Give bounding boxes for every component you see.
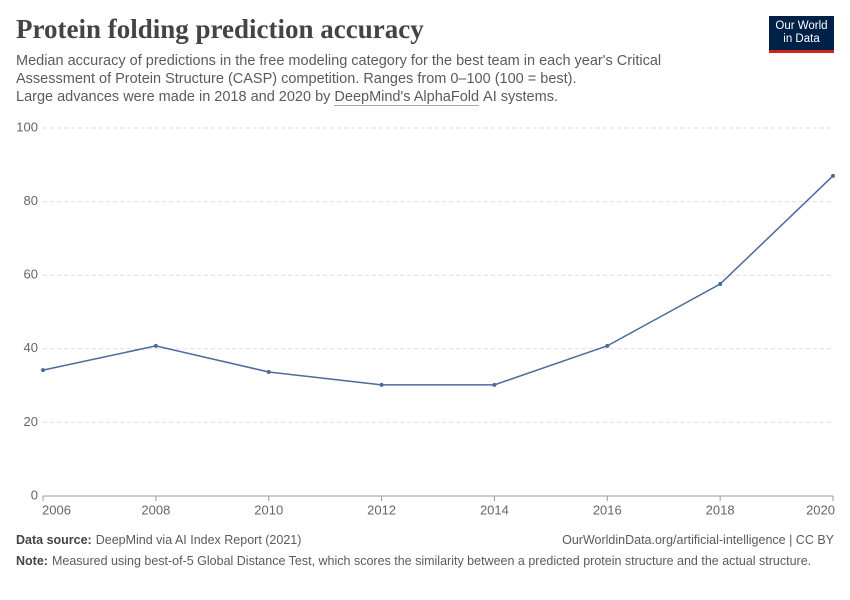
subtitle-link[interactable]: DeepMind's AlphaFold	[334, 89, 480, 106]
point	[266, 369, 271, 374]
x-tick-label: 2018	[706, 502, 735, 517]
logo-text: in Data	[783, 33, 820, 45]
x-tick-label: 2006	[42, 502, 71, 517]
source-label: Data source:	[16, 533, 92, 547]
x-tick-label: 2014	[480, 502, 509, 517]
point	[41, 368, 45, 373]
point	[718, 282, 723, 287]
subtitle-text: AI systems.	[483, 89, 558, 105]
y-tick-label: 80	[24, 193, 38, 208]
subtitle-line: Median accuracy of predictions in the fr…	[16, 53, 662, 69]
note: Note: Measured using best-of-5 Global Dis…	[16, 554, 816, 569]
source-text: DeepMind via AI Index Report (2021)	[95, 533, 302, 547]
note-label: Note:	[16, 554, 48, 568]
subtitle: Median accuracy of predictions in the fr…	[16, 52, 661, 106]
subtitle-text: Large advances were made in 2018 and 202…	[16, 89, 331, 105]
y-tick-label: 60	[24, 267, 38, 282]
x-tick-label: 2010	[254, 502, 283, 517]
point	[492, 382, 497, 387]
y-tick-label: 20	[24, 414, 38, 429]
point	[379, 382, 384, 387]
logo[interactable]: Our World in Data	[769, 16, 834, 53]
y-tick-label: 100	[16, 119, 38, 134]
subtitle-line: Assessment of Protein Structure (CASP) c…	[16, 71, 577, 87]
x-tick-label: 2008	[141, 502, 170, 517]
x-tick-label: 2016	[593, 502, 622, 517]
point	[153, 343, 158, 348]
subtitle-line: Large advances were made in 2018 and 202…	[16, 88, 661, 106]
line	[42, 175, 834, 386]
note-text: Measured using best-of-5 Global Distance…	[51, 554, 812, 568]
url[interactable]: OurWorldinData.org/artificial-intelligen…	[562, 533, 834, 547]
y-tick-label: 40	[24, 340, 38, 355]
x-tick-label: 2020	[806, 502, 835, 517]
point	[831, 173, 835, 178]
chart-title: Protein folding prediction accuracy	[16, 14, 424, 44]
y-tick-label: 0	[31, 487, 38, 502]
point	[605, 343, 610, 348]
logo-text: Our World	[775, 20, 828, 32]
source: Data source: DeepMind via AI Index Report…	[16, 533, 301, 548]
x-tick-label: 2012	[367, 502, 396, 517]
